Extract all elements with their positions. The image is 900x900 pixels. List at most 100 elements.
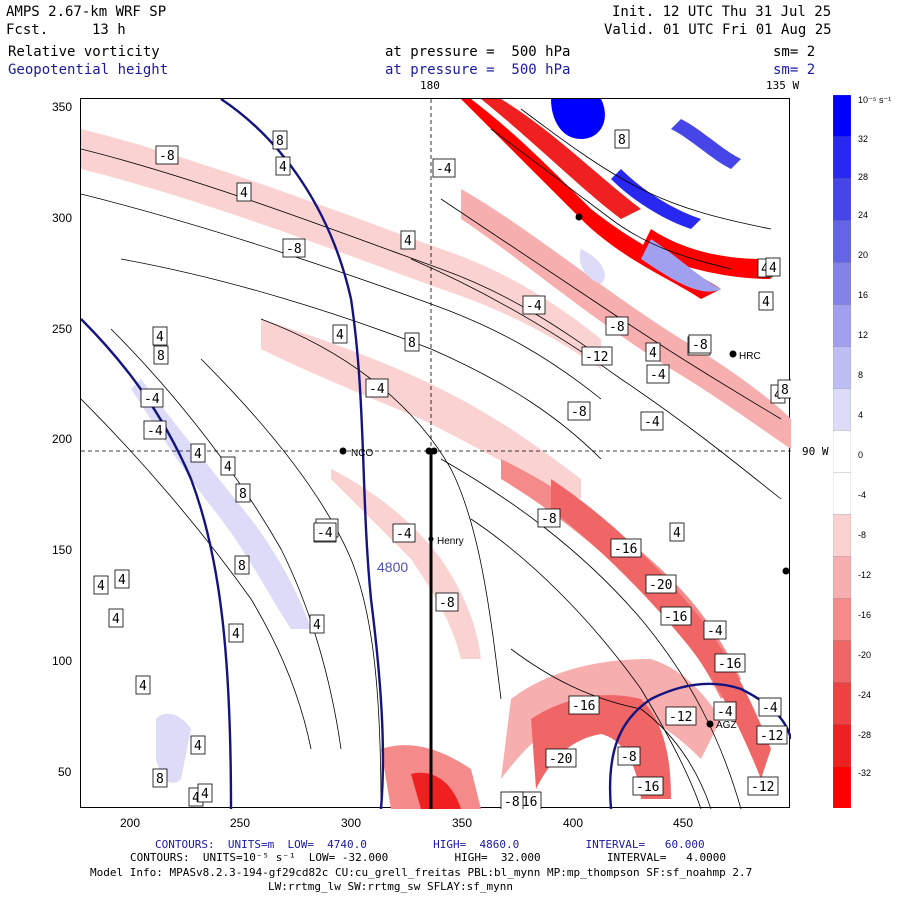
height-contour-label: 4800	[377, 559, 408, 575]
forecast-hour: 13 h	[92, 22, 126, 38]
contour-value-label: 8	[152, 768, 168, 788]
vorticity-contours	[80, 108, 782, 810]
svg-text:4: 4	[194, 739, 202, 754]
y-tick: 100	[52, 654, 73, 668]
x-tick: 300	[341, 816, 362, 830]
svg-text:4: 4	[762, 295, 770, 310]
colorbar-swatch	[833, 598, 851, 641]
contour-value-label: 8	[777, 379, 793, 399]
contour-value-label: 8	[153, 345, 169, 365]
svg-text:4: 4	[156, 330, 164, 345]
svg-text:4: 4	[232, 627, 240, 642]
y-tick: 350	[52, 100, 73, 114]
colorbar-swatch	[833, 514, 851, 558]
contour-value-label: -4	[365, 378, 389, 398]
contour-value-label: -12	[665, 706, 697, 726]
svg-text:4: 4	[761, 262, 769, 277]
colorbar-label: -12	[858, 570, 872, 580]
colorbar-label: 28	[858, 172, 869, 182]
contour-value-label: 4	[135, 675, 151, 695]
contour-value-label: -8	[537, 508, 561, 528]
svg-text:-4: -4	[147, 424, 163, 439]
field2-level: at pressure = 500 hPa	[385, 62, 571, 78]
contour-value-label: -12	[756, 725, 788, 745]
colorbar-label: -20	[858, 650, 872, 660]
colorbar-label: 4	[858, 410, 864, 420]
x-tick: 400	[563, 816, 584, 830]
colorbar-label: -4	[858, 490, 867, 500]
svg-text:4: 4	[139, 679, 147, 694]
contour-value-label: -4	[758, 697, 782, 717]
svg-text:8: 8	[618, 133, 626, 148]
svg-text:4: 4	[192, 791, 200, 806]
field2-smoothing: sm= 2	[773, 62, 816, 78]
colorbar-swatch	[833, 430, 851, 474]
station-marker	[430, 447, 438, 455]
height-contour-info: CONTOURS: UNITS=m LOW= 4740.0 HIGH= 4860…	[155, 838, 705, 851]
contour-value-label: 8	[404, 332, 420, 352]
svg-text:-4: -4	[317, 526, 333, 541]
contour-value-label: -16	[632, 776, 664, 796]
colorbar-swatch	[833, 640, 851, 683]
colorbar-label: 32	[858, 134, 869, 144]
colorbar-swatch	[833, 472, 851, 516]
colorbar-label: -24	[858, 690, 872, 700]
colorbar-label: 0	[858, 450, 864, 460]
svg-text:-8: -8	[609, 320, 625, 335]
station-marker	[782, 567, 790, 575]
svg-text:-16: -16	[636, 780, 659, 795]
svg-text:-20: -20	[649, 578, 672, 593]
svg-text:4: 4	[201, 787, 209, 802]
x-tick: 450	[673, 816, 694, 830]
svg-text:4: 4	[769, 261, 777, 276]
svg-text:4: 4	[118, 573, 126, 588]
svg-text:8: 8	[408, 336, 416, 351]
stations	[339, 213, 790, 728]
colorbar-label: -8	[858, 530, 867, 540]
colorbar-swatch	[833, 388, 851, 432]
contour-value-label: -8	[567, 401, 591, 421]
init-time: Init. 12 UTC Thu 31 Jul 25	[612, 4, 832, 20]
field1-smoothing: sm= 2	[773, 44, 816, 60]
model-info: Model Info: MPASv8.2.3-194-gf29cd82c CU:…	[90, 866, 753, 879]
svg-text:-8: -8	[692, 338, 708, 353]
contour-value-label: -8	[282, 238, 306, 258]
lon-label-135w: 135 W	[766, 79, 800, 92]
x-tick: 350	[452, 816, 473, 830]
station-marker	[428, 536, 434, 542]
svg-text:4: 4	[404, 234, 412, 249]
positive-vorticity-shading	[131, 99, 741, 783]
contour-value-label: -4	[522, 295, 546, 315]
contour-value-label: -16	[610, 538, 642, 558]
svg-text:-8: -8	[286, 242, 302, 257]
svg-text:-12: -12	[751, 780, 774, 795]
svg-text:-12: -12	[669, 710, 692, 725]
svg-text:-8: -8	[541, 512, 557, 527]
svg-text:-16: -16	[614, 542, 637, 557]
contour-value-label: -4	[640, 411, 664, 431]
contour-value-label: -4	[646, 364, 670, 384]
station-label: NCO	[351, 448, 373, 459]
contour-value-label: 4	[197, 783, 213, 803]
contour-value-label: 8	[235, 483, 251, 503]
contour-value-label: -4	[713, 701, 737, 721]
colorbar-swatch	[833, 765, 851, 808]
svg-text:4: 4	[224, 460, 232, 475]
contour-value-label: -12	[581, 346, 613, 366]
y-tick: 150	[52, 543, 73, 557]
valid-time: Valid. 01 UTC Fri 01 Aug 25	[604, 22, 832, 38]
lon-label-180: 180	[420, 79, 440, 92]
station-marker	[706, 720, 714, 728]
contour-value-label: 4	[758, 291, 774, 311]
svg-text:4: 4	[673, 526, 681, 541]
contour-value-label: -16	[660, 606, 692, 626]
contour-value-label: 4	[108, 608, 124, 628]
svg-text:-4: -4	[396, 527, 412, 542]
contour-value-label: -4	[703, 620, 727, 640]
contour-value-label: 4	[236, 182, 252, 202]
contour-value-label: -4	[143, 420, 167, 440]
svg-text:-4: -4	[526, 299, 542, 314]
svg-text:8: 8	[157, 349, 165, 364]
contour-value-label: 4	[309, 614, 325, 634]
